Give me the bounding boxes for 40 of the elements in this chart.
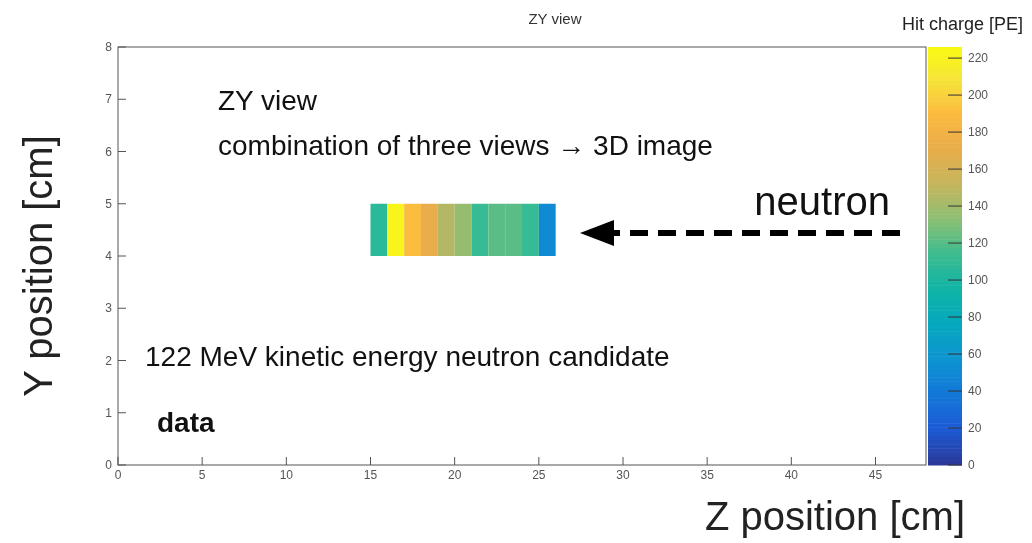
x-tick-label: 0 [114, 468, 122, 482]
color-bar-label: 180 [968, 125, 989, 140]
color-bar-label: 100 [968, 273, 989, 288]
y-tick-label: 5 [105, 196, 113, 211]
x-tick-label: 35 [700, 468, 715, 482]
color-bar-label: 160 [968, 162, 989, 177]
x-tick-label: 5 [198, 468, 206, 482]
y-axis-title: Y position [cm] [16, 135, 60, 397]
y-tick-label: 3 [105, 301, 113, 316]
x-tick-label: 30 [616, 468, 630, 482]
chart-title: ZY view [528, 10, 582, 27]
x-tick-label: 25 [532, 468, 546, 482]
color-bar-label: 120 [968, 236, 989, 251]
annotation: combination of three views → 3D image [218, 130, 713, 161]
color-bar-label: 20 [968, 421, 982, 436]
color-bar-label: 140 [968, 199, 989, 214]
annotation: 122 MeV kinetic energy neutron candidate [145, 341, 670, 372]
x-tick-label: 10 [279, 468, 294, 482]
y-tick-label: 8 [105, 40, 113, 54]
color-bar-label: 60 [968, 347, 982, 362]
color-bar-label: 80 [968, 310, 982, 325]
color-bar-label: 220 [968, 51, 989, 66]
annotation: data [157, 407, 215, 438]
x-tick-label: 20 [447, 468, 462, 482]
color-bar-title: Hit charge [PE] [901, 14, 1023, 34]
color-bar-label: 40 [968, 384, 982, 399]
color-bar-label: 0 [968, 458, 975, 472]
y-tick-label: 0 [105, 458, 113, 472]
x-axis-title: Z position [cm] [704, 494, 965, 538]
y-tick-label: 1 [105, 405, 113, 420]
x-tick-label: 15 [363, 468, 378, 482]
y-tick-label: 2 [105, 353, 113, 368]
x-tick-label: 40 [784, 468, 799, 482]
annotation: ZY view [218, 85, 318, 116]
annotation: neutron [754, 179, 890, 223]
y-tick-label: 4 [105, 249, 113, 263]
y-tick-label: 7 [105, 92, 113, 107]
color-bar-label: 200 [968, 88, 989, 103]
y-tick-label: 6 [105, 144, 113, 159]
x-tick-label: 45 [868, 468, 883, 482]
